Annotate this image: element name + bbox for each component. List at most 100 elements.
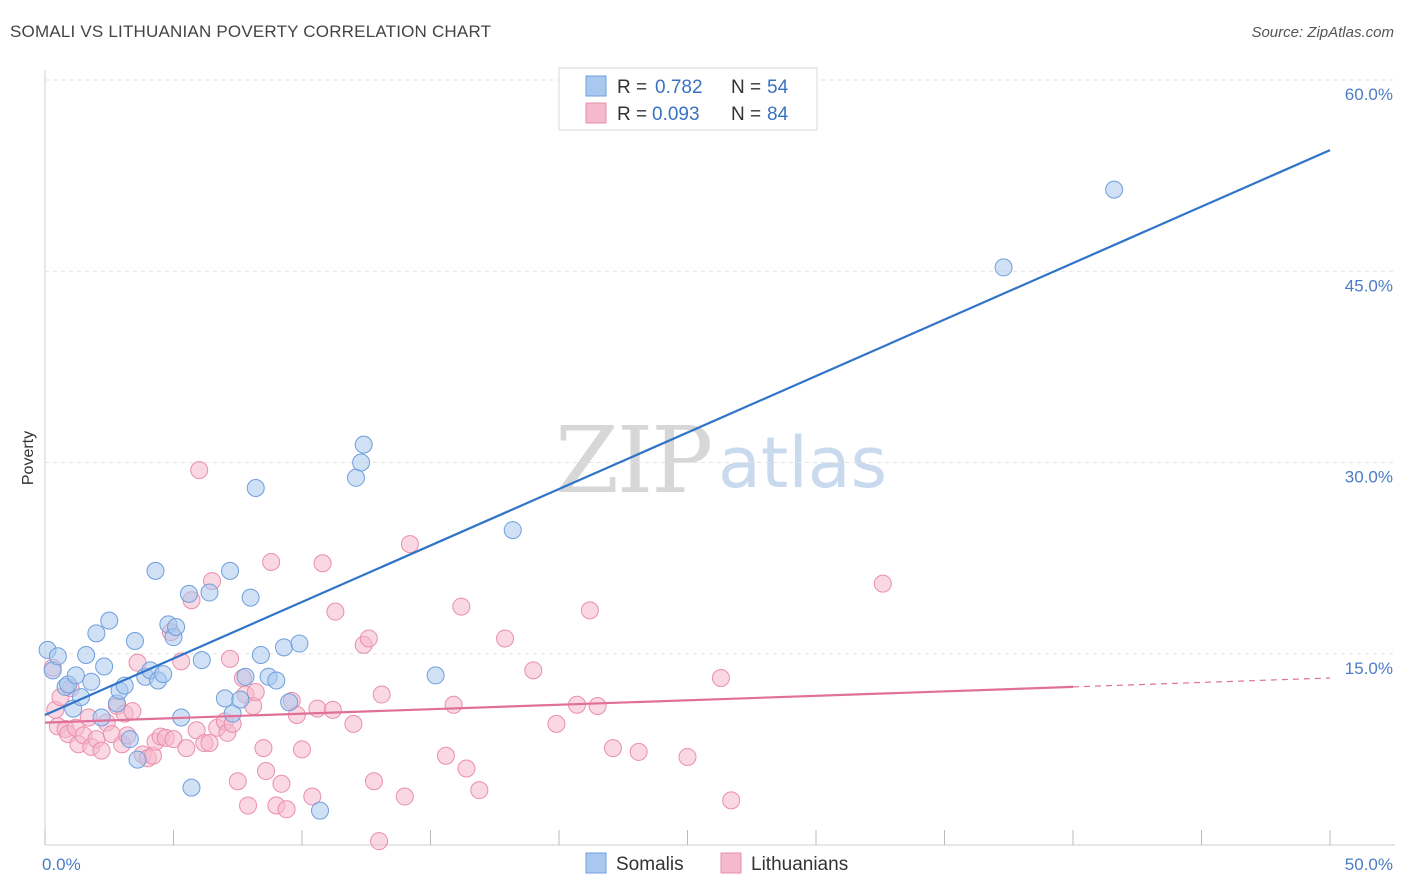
somalis-point-13: [100, 611, 119, 630]
somalis-point-39: [246, 479, 265, 497]
somalis-point-37: [236, 667, 255, 686]
lithuanians-points: [43, 461, 892, 851]
somalis-point-9: [82, 672, 101, 691]
legend-r-value-lithuanians: 0.093: [652, 104, 700, 125]
legend-r-label-lithuanians: R =: [617, 104, 647, 125]
somalis-point-46: [310, 801, 329, 820]
somalis-point-38: [241, 588, 260, 607]
lithuanians-point-46: [239, 796, 258, 815]
bottom-legend-label-somalis: Somalis: [616, 854, 684, 875]
lithuanians-point-69: [395, 787, 414, 806]
somalis-point-17: [120, 730, 139, 749]
lithuanians-point-62: [326, 602, 345, 621]
lithuanians-point-63: [344, 714, 363, 733]
lithuanians-point-81: [588, 697, 607, 716]
lithuanians-point-36: [200, 734, 219, 752]
legend-n-value-somalis: 54: [767, 77, 789, 98]
lithuanians-point-60: [313, 554, 332, 573]
legend-swatch-lithuanians: [585, 102, 607, 124]
watermark-zip: ZIP: [555, 407, 711, 514]
series-legend: Somalis Lithuanians: [585, 852, 848, 875]
lithuanians-point-85: [711, 668, 730, 687]
lithuanians-point-29: [164, 730, 183, 749]
lithuanians-point-59: [308, 699, 327, 718]
legend-n-value-lithuanians: 84: [767, 104, 789, 125]
bottom-legend-swatch-somalis: [585, 852, 607, 874]
somalis-point-50: [426, 666, 445, 685]
lithuanians-point-61: [323, 700, 342, 719]
somalis-point-43: [275, 638, 294, 657]
y-tick-label-45: 45.0%: [1345, 276, 1393, 295]
somalis-point-8: [77, 646, 96, 665]
somalis-point-11: [92, 708, 111, 727]
lithuanians-point-76: [496, 629, 515, 648]
lithuanians-point-31: [177, 739, 196, 758]
lithuanians-point-57: [293, 740, 311, 759]
y-tick-label-30: 30.0%: [1345, 468, 1393, 487]
lithuanians-point-58: [303, 787, 322, 806]
lithuanians-point-68: [372, 685, 391, 704]
legend-n-label-lithuanians: N =: [731, 104, 761, 125]
lithuanians-point-66: [364, 772, 383, 791]
lithuanians-point-67: [370, 832, 389, 851]
lithuanians-point-87: [873, 574, 892, 593]
somalis-point-27: [167, 617, 186, 636]
somalis-point-19: [128, 750, 147, 769]
somalis-point-45: [290, 634, 309, 653]
somalis-point-12: [95, 657, 114, 676]
lithuanians-point-50: [257, 762, 276, 781]
x-tick-label-min: 0.0%: [42, 855, 81, 874]
legend-swatch-somalis: [585, 75, 607, 97]
lithuanians-point-71: [436, 746, 455, 765]
lithuanians-point-70: [400, 535, 419, 554]
gridlines: [45, 79, 1395, 655]
lithuanians-point-34: [190, 461, 209, 480]
legend-r-label-somalis: R =: [617, 77, 647, 98]
lithuanians-point-51: [262, 552, 281, 571]
somalis-point-44: [280, 693, 299, 712]
lithuanians-point-77: [524, 661, 543, 680]
bottom-legend-swatch-lithuanians: [720, 852, 742, 874]
lithuanians-point-75: [470, 781, 489, 800]
lithuanians-point-41: [221, 649, 240, 668]
somalis-point-35: [223, 704, 242, 723]
chart-source: Source: ZipAtlas.com: [1251, 24, 1394, 41]
lithuanians-point-84: [678, 748, 697, 767]
somalis-point-53: [1105, 180, 1124, 199]
bottom-legend-label-lithuanians: Lithuanians: [751, 854, 848, 875]
somalis-point-29: [179, 584, 198, 603]
y-tick-label-15: 15.0%: [1345, 659, 1393, 678]
somalis-point-52: [994, 258, 1013, 277]
x-tick-label-max: 50.0%: [1345, 855, 1393, 874]
somalis-point-42: [267, 671, 286, 690]
somalis-point-34: [221, 561, 240, 580]
correlation-legend: R = 0.782 N = 54 R = 0.093 N = 84: [558, 67, 818, 131]
somalis-point-24: [154, 665, 173, 684]
somalis-point-6: [66, 666, 85, 685]
lithuanians-point-82: [603, 739, 622, 758]
somalis-point-40: [251, 646, 270, 665]
lithuanians-point-74: [457, 759, 476, 778]
somalis-point-33: [215, 689, 234, 708]
lithuanians-point-80: [580, 601, 599, 620]
lithuanians-point-20: [123, 702, 142, 721]
somalis-point-22: [146, 561, 165, 580]
y-tick-labels: 15.0% 30.0% 45.0% 60.0%: [1345, 85, 1393, 678]
lithuanians-point-48: [246, 683, 265, 701]
lithuanians-trend-line-extension: [1072, 677, 1331, 688]
somalis-point-48: [352, 453, 371, 472]
somalis-point-51: [503, 521, 522, 540]
lithuanians-point-13: [92, 741, 111, 760]
somalis-point-47: [346, 468, 365, 487]
somalis-point-2: [48, 647, 67, 666]
somalis-point-18: [125, 632, 144, 650]
lithuanians-point-83: [629, 742, 648, 761]
legend-n-label-somalis: N =: [731, 77, 761, 98]
somalis-point-36: [231, 690, 250, 709]
lithuanians-point-65: [359, 629, 378, 648]
legend-r-value-somalis: 0.782: [655, 77, 703, 98]
y-axis-label: Poverty: [20, 431, 37, 485]
lithuanians-point-86: [722, 791, 741, 810]
trend-lines: [44, 149, 1331, 724]
